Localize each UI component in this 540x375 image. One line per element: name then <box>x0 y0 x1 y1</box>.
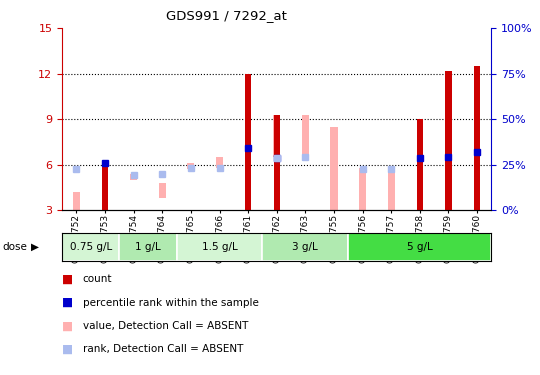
Text: 1.5 g/L: 1.5 g/L <box>201 242 238 252</box>
Text: 1 g/L: 1 g/L <box>135 242 161 252</box>
Bar <box>348 232 491 261</box>
Bar <box>274 114 280 210</box>
Bar <box>62 232 119 261</box>
Bar <box>302 114 309 157</box>
Bar <box>330 127 338 210</box>
Text: value, Detection Call = ABSENT: value, Detection Call = ABSENT <box>83 321 248 331</box>
Bar <box>262 232 348 261</box>
Text: percentile rank within the sample: percentile rank within the sample <box>83 298 259 307</box>
Text: ■: ■ <box>62 273 73 286</box>
Bar <box>102 163 108 210</box>
Text: ■: ■ <box>62 296 73 309</box>
Bar <box>130 174 137 180</box>
Bar <box>388 169 395 210</box>
Bar <box>216 157 223 168</box>
Text: GDS991 / 7292_at: GDS991 / 7292_at <box>166 9 287 22</box>
Bar <box>474 66 480 210</box>
Bar <box>273 114 280 157</box>
Bar <box>73 192 80 210</box>
Text: ■: ■ <box>62 320 73 332</box>
Bar <box>446 70 451 210</box>
Text: 5 g/L: 5 g/L <box>407 242 433 252</box>
Bar <box>187 163 194 169</box>
Text: ▶: ▶ <box>31 242 39 252</box>
Text: ■: ■ <box>62 343 73 355</box>
Text: 3 g/L: 3 g/L <box>293 242 318 252</box>
Bar <box>159 183 166 198</box>
Bar <box>119 232 177 261</box>
Bar <box>177 232 262 261</box>
Bar <box>417 119 423 210</box>
Text: dose: dose <box>3 242 28 252</box>
Bar <box>245 74 251 210</box>
Text: rank, Detection Call = ABSENT: rank, Detection Call = ABSENT <box>83 344 243 354</box>
Bar <box>359 168 366 210</box>
Text: count: count <box>83 274 112 284</box>
Text: 0.75 g/L: 0.75 g/L <box>70 242 112 252</box>
